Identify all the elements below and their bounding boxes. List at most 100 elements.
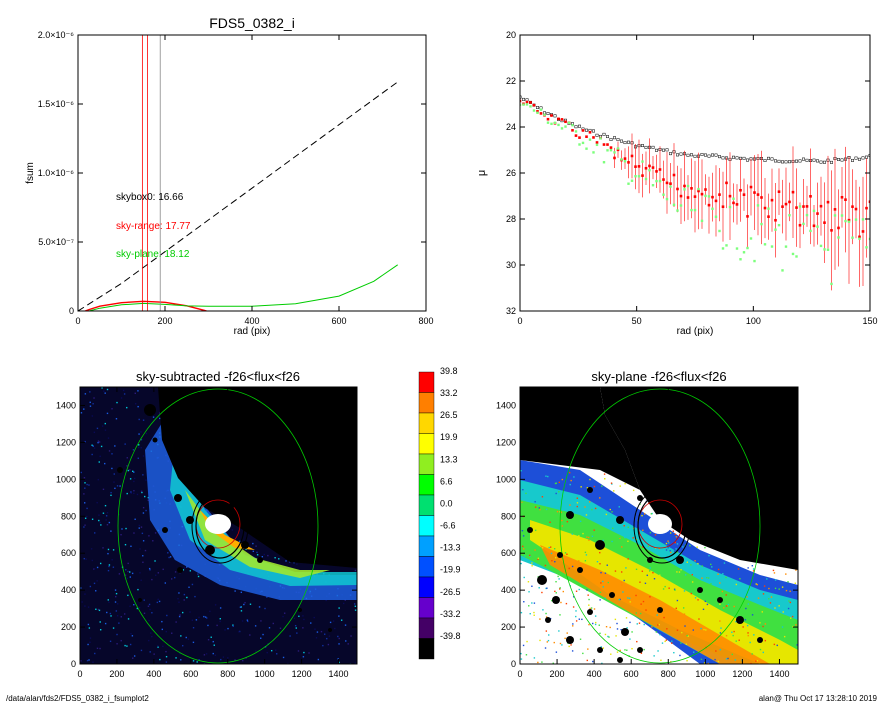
noise-pixel — [774, 587, 777, 590]
masked-star — [298, 608, 302, 612]
colorbar-label: -13.3 — [440, 543, 461, 553]
mu-point-sky-range — [788, 200, 791, 204]
noise-pixel — [588, 623, 590, 626]
noise-pixel — [99, 629, 102, 631]
noise-pixel — [582, 532, 584, 535]
noise-pixel — [142, 506, 145, 509]
mu-point-skybox0 — [851, 158, 854, 162]
noise-pixel — [131, 635, 134, 637]
noise-pixel — [563, 576, 566, 579]
noise-pixel — [782, 611, 784, 613]
noise-pixel — [148, 603, 151, 606]
noise-pixel — [159, 417, 161, 420]
mu-point-sky-range — [746, 215, 749, 218]
y-tick-label: 5.0×10⁻⁷ — [38, 237, 74, 247]
noise-pixel — [555, 482, 557, 484]
noise-pixel — [107, 599, 109, 601]
mu-point-sky-plane — [620, 158, 623, 161]
mu-point-skybox0 — [651, 145, 655, 149]
noise-pixel — [161, 620, 163, 623]
mu-point-skybox0 — [770, 157, 774, 161]
noise-pixel — [116, 643, 118, 645]
mu-point-sky-plane — [697, 187, 700, 191]
noise-pixel — [701, 577, 703, 579]
noise-pixel — [726, 605, 728, 607]
noise-pixel — [601, 485, 603, 487]
mu-point-skybox0 — [693, 154, 697, 158]
noise-pixel — [731, 631, 733, 633]
mu-point-sky-range — [854, 207, 858, 211]
noise-pixel — [568, 645, 570, 648]
noise-pixel — [795, 569, 797, 571]
noise-pixel — [635, 612, 637, 614]
y-tick-label: 0 — [511, 659, 516, 669]
noise-pixel — [651, 626, 653, 628]
mu-point-sky-plane — [774, 228, 777, 231]
y-tick-label: 1400 — [496, 400, 516, 410]
y-tick-label: 1.0×10⁻⁶ — [38, 168, 75, 178]
mu-point-sky-plane — [851, 236, 854, 239]
noise-pixel — [623, 525, 625, 527]
mu-point-skybox0 — [704, 153, 707, 157]
mu-point-sky-range — [578, 136, 581, 139]
mu-point-sky-plane — [532, 109, 536, 112]
noise-pixel — [87, 623, 90, 626]
noise-pixel — [703, 662, 706, 664]
noise-pixel — [639, 612, 642, 615]
mu-point-sky-range — [658, 168, 662, 171]
masked-star — [138, 598, 142, 602]
x-tick-label: 50 — [632, 316, 642, 326]
noise-pixel — [240, 606, 242, 608]
x-tick-label: 0 — [517, 669, 522, 679]
noise-pixel — [138, 606, 141, 609]
mu-point-sky-plane — [662, 193, 665, 196]
noise-pixel — [700, 658, 703, 660]
mu-point-skybox0 — [578, 124, 581, 128]
noise-pixel — [107, 548, 110, 551]
noise-pixel — [604, 633, 607, 636]
masked-star — [736, 616, 744, 624]
noise-pixel — [529, 612, 531, 615]
noise-pixel — [533, 611, 535, 614]
noise-pixel — [185, 636, 187, 639]
mu-point-sky-plane — [833, 214, 837, 217]
noise-pixel — [631, 631, 633, 633]
noise-pixel — [561, 538, 563, 540]
noise-pixel — [616, 651, 619, 653]
masked-star — [676, 556, 684, 564]
noise-pixel — [147, 605, 150, 607]
noise-pixel — [87, 643, 89, 646]
noise-pixel — [326, 637, 328, 640]
noise-pixel — [89, 401, 91, 404]
noise-pixel — [544, 647, 547, 649]
noise-pixel — [127, 469, 130, 472]
noise-pixel — [659, 633, 661, 636]
mu-point-sky-plane — [595, 143, 599, 147]
noise-pixel — [591, 535, 594, 538]
noise-pixel — [578, 560, 580, 562]
noise-pixel — [296, 563, 298, 565]
noise-pixel — [760, 644, 762, 646]
noise-pixel — [705, 629, 707, 631]
noise-pixel — [527, 581, 530, 583]
noise-pixel — [84, 440, 86, 443]
noise-pixel — [315, 637, 318, 639]
noise-pixel — [192, 627, 195, 629]
mu-point-sky-plane — [648, 169, 651, 172]
noise-pixel — [110, 615, 112, 617]
noise-pixel — [157, 646, 159, 648]
mu-point-sky-plane — [826, 248, 830, 251]
mu-point-skybox0 — [520, 95, 522, 99]
noise-pixel — [159, 658, 161, 661]
noise-pixel — [126, 457, 128, 459]
mu-point-sky-plane — [623, 160, 627, 163]
noise-pixel — [266, 651, 268, 654]
noise-pixel — [600, 509, 603, 512]
noise-pixel — [554, 590, 556, 593]
noise-pixel — [558, 578, 560, 580]
noise-pixel — [773, 643, 776, 646]
noise-pixel — [80, 660, 82, 662]
plane-masked-region — [600, 387, 798, 570]
noise-pixel — [203, 654, 206, 656]
noise-pixel — [154, 532, 157, 534]
